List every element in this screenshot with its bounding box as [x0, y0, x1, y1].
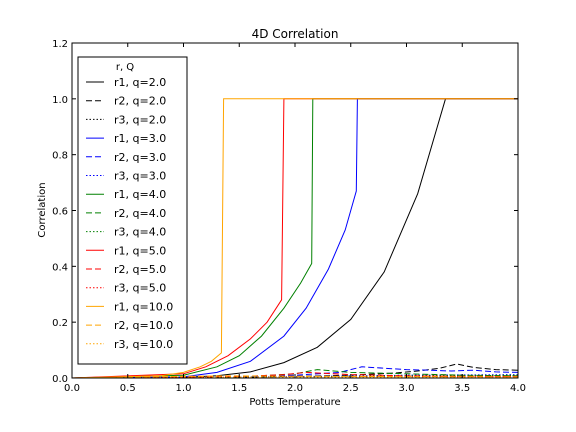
- series-line-9: [71, 98, 518, 379]
- x-tick-label: 3.0: [399, 383, 415, 394]
- x-tick-label: 2.5: [343, 383, 359, 394]
- series-line-6: [71, 98, 518, 379]
- series-line-3: [71, 98, 518, 379]
- chart-title: 4D Correlation: [252, 27, 339, 41]
- series-line-0: [71, 98, 518, 379]
- legend-label-10: r2, q=5.0: [114, 263, 166, 276]
- legend-label-7: r2, q=4.0: [114, 207, 166, 220]
- x-tick-label: 4.0: [510, 383, 526, 394]
- legend-label-1: r2, q=2.0: [114, 95, 166, 108]
- series-line-1: [71, 363, 519, 379]
- legend-label-6: r1, q=4.0: [114, 188, 166, 201]
- legend-label-3: r1, q=3.0: [114, 132, 166, 145]
- x-tick-label: 0.5: [120, 383, 136, 394]
- legend-label-0: r1, q=2.0: [114, 76, 166, 89]
- legend-label-8: r3, q=4.0: [114, 226, 166, 239]
- x-tick-label: 1.5: [231, 383, 247, 394]
- legend-label-11: r3, q=5.0: [114, 282, 166, 295]
- x-tick-label: 3.5: [454, 383, 470, 394]
- x-axis-label: Potts Temperature: [249, 397, 340, 408]
- y-tick-label: 1.0: [52, 95, 68, 106]
- legend-label-12: r1, q=10.0: [114, 300, 173, 313]
- series-line-13: [71, 375, 519, 379]
- plot-frame: [71, 42, 519, 379]
- series-line-14: [71, 376, 518, 379]
- legend-label-5: r3, q=3.0: [114, 170, 166, 183]
- y-axis-label: Correlation: [37, 182, 48, 237]
- x-tick-label: 1.0: [176, 383, 192, 394]
- y-tick-label: 0.8: [52, 151, 68, 162]
- legend-label-14: r3, q=10.0: [114, 338, 173, 351]
- series-layer: [71, 98, 519, 379]
- legend-label-2: r3, q=2.0: [114, 113, 166, 126]
- x-tick-label: 0.0: [64, 383, 80, 394]
- y-tick-label: 1.2: [52, 39, 68, 50]
- x-tick-label: 2.0: [287, 383, 303, 394]
- series-line-4: [71, 366, 519, 379]
- y-tick-label: 0.6: [52, 207, 68, 218]
- legend-label-9: r1, q=5.0: [114, 244, 166, 257]
- series-line-12: [71, 98, 518, 379]
- legend-label-4: r2, q=3.0: [114, 151, 166, 164]
- legend-label-13: r2, q=10.0: [114, 319, 173, 332]
- legend-box: [77, 56, 188, 365]
- legend: r, Q r1, q=2.0 r2, q=2.0 r3, q=2.0 r1, q=3.…: [77, 56, 188, 365]
- y-tick-label: 0.0: [52, 374, 68, 385]
- legend-entries: r1, q=2.0 r2, q=2.0 r3, q=2.0 r1, q=3.0 r2, …: [86, 76, 173, 351]
- y-tick-label: 0.2: [52, 318, 68, 329]
- legend-title: r, Q: [116, 62, 134, 73]
- x-axis-ticks: 0.0 0.5 1.0 1.5 2.0 2.5 3.0 3.5 4.0: [64, 43, 526, 394]
- y-tick-label: 0.4: [52, 262, 68, 273]
